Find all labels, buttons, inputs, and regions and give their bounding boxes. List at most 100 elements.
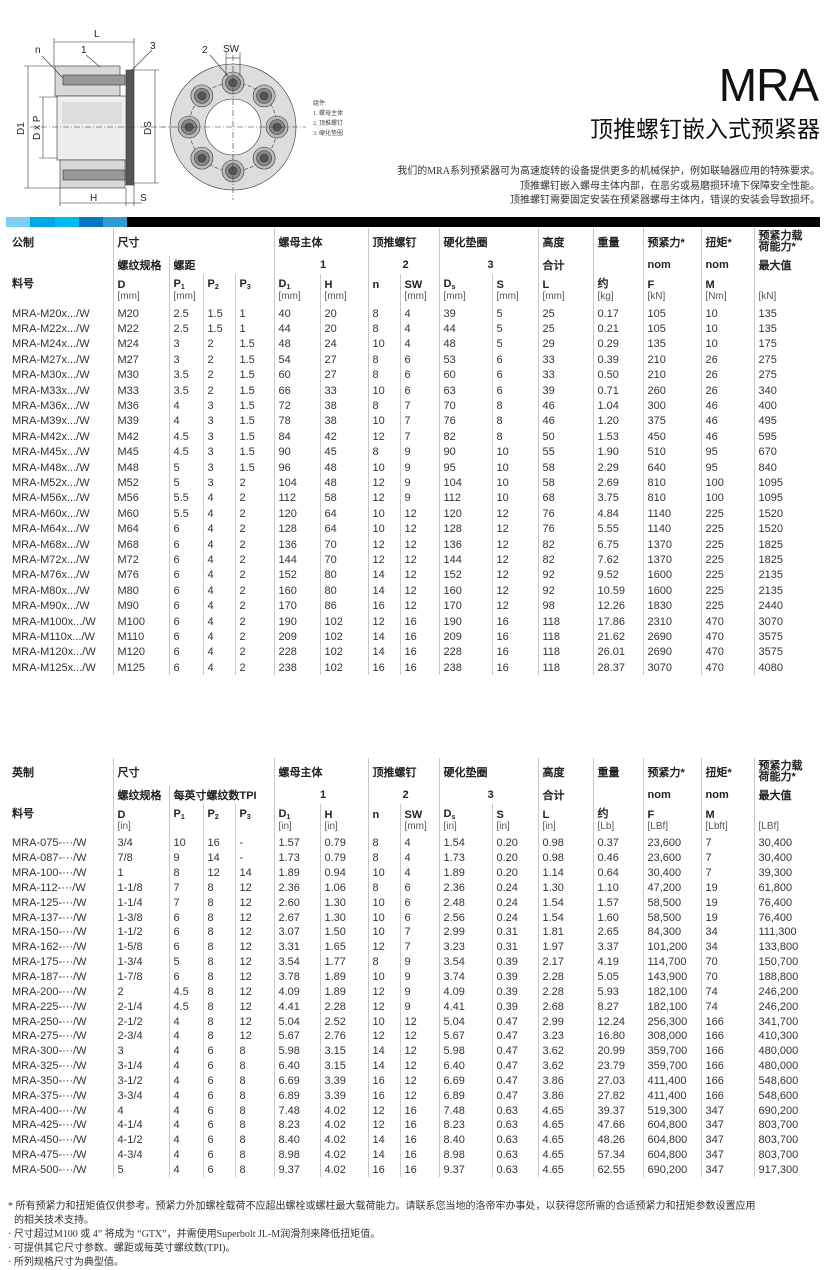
table-cell: M48: [112, 459, 169, 476]
table-cell: 12: [234, 1014, 274, 1029]
part-number: MRA-M42x.../W: [12, 430, 90, 443]
symbol: SW: [404, 279, 423, 291]
table-cell: 166: [700, 1014, 754, 1029]
table-cell: 50: [537, 429, 593, 445]
table-cell: 12: [367, 429, 400, 445]
table-cell: 548,600: [753, 1073, 820, 1089]
table-cell: 0.39: [491, 999, 538, 1015]
table-cell: 4-3/4: [112, 1147, 169, 1163]
column-symbol: F: [642, 804, 701, 821]
table-cell: 4: [202, 659, 235, 676]
table-cell: 2.69: [592, 475, 643, 491]
table-cell: 4: [399, 336, 439, 353]
symbol: P: [173, 808, 181, 820]
table-cell: 6.69: [438, 1073, 492, 1089]
table-cell: 1.30: [319, 910, 368, 926]
table-cell: 1830: [642, 598, 701, 614]
table-cell: 0.47: [491, 1058, 538, 1074]
table-cell: 810: [642, 490, 701, 507]
table-cell: 3/4: [112, 836, 169, 851]
label-3: 3: [150, 41, 156, 52]
table-cell: 46: [700, 429, 754, 445]
table-cell: 1.30: [319, 895, 368, 911]
table-cell: M110: [112, 629, 169, 645]
column-unit: [mm]: [537, 291, 593, 306]
table-cell: 6: [399, 895, 439, 911]
table-cell: 64: [319, 521, 368, 537]
table-cell: 2.56: [438, 910, 492, 926]
table-cell: 0.71: [592, 382, 643, 399]
table-cell: 480,000: [753, 1058, 820, 1074]
table-cell: 4: [202, 490, 235, 507]
table-cell: 25: [537, 321, 593, 337]
table-cell: 6.69: [273, 1073, 320, 1089]
table-row: MRA-137-···/W 1-3/8 6 8 12 2.67 1.30 10 6 2.56 0.2…: [8, 910, 820, 926]
column-symbol: D1: [273, 274, 320, 291]
table-cell: 1.54: [537, 910, 593, 926]
table-cell: 10: [367, 521, 400, 537]
table-cell: 57.34: [592, 1147, 643, 1163]
table-cell: 803,700: [753, 1118, 820, 1133]
preload-sub: nom: [642, 256, 701, 274]
table-cell: 4.65: [537, 1103, 593, 1119]
table-cell: 40: [273, 306, 320, 322]
part-number: MRA-112-···/W: [12, 881, 86, 894]
table-cell: 803,700: [753, 1132, 820, 1148]
table-cell: 5.98: [273, 1043, 320, 1059]
description-line: 顶推螺钉需要固定安装在预紧器螺母主体内，错误的安装会导致损坏。: [510, 195, 820, 206]
table-cell: 12: [234, 910, 274, 926]
table-cell: 12: [399, 521, 439, 537]
table-cell: 359,700: [642, 1043, 701, 1059]
mra-technical-drawing: L n 1 3 2 SW H S D1 D x P DS 组件: 1. 螺母主体…: [16, 29, 343, 206]
table-cell: 2.99: [438, 925, 492, 940]
part-number: MRA-M39x.../W: [12, 415, 90, 428]
table-cell: 6: [491, 367, 538, 383]
table-cell: 84,300: [642, 925, 701, 940]
table-cell: 150,700: [753, 954, 820, 970]
table-cell: 12: [234, 999, 274, 1015]
column-symbol: H: [319, 804, 368, 821]
table-cell: 170: [438, 598, 492, 614]
legend-item: 1. 螺母主体: [313, 109, 343, 117]
table-cell: 470: [700, 613, 754, 630]
table-cell: 70: [700, 969, 754, 985]
legend-item: 3. 硬化垫圈: [313, 129, 343, 137]
table-cell: 136: [438, 536, 492, 553]
table-cell: 7: [700, 836, 754, 851]
table-cell: 0.63: [491, 1162, 538, 1178]
table-cell: 42: [319, 429, 368, 445]
table-cell: 5: [168, 459, 203, 476]
table-cell: 9.37: [273, 1162, 320, 1178]
table-cell: 8: [234, 1132, 274, 1148]
table-cell: 64: [319, 506, 368, 522]
table-cell: 2440: [753, 598, 820, 614]
column-unit: [234, 291, 274, 306]
footnote: · 尺寸超过M100 或 4” 将成为 “GTX”，并需使用Superbolt …: [8, 1229, 381, 1240]
part-number: MRA-225-···/W: [12, 1000, 87, 1013]
table-cell: 90: [438, 444, 492, 460]
column-unit: [168, 821, 203, 836]
table-cell: 10: [168, 836, 203, 851]
table-cell: 30,400: [642, 865, 701, 881]
push-screw-icon: [259, 153, 269, 163]
table-cell: 3: [202, 429, 235, 445]
table-cell: 144: [273, 552, 320, 568]
symbol: P: [239, 808, 247, 820]
column-symbol: M: [700, 804, 754, 821]
table-cell: 6: [491, 352, 538, 368]
table-cell: 300: [642, 398, 701, 414]
table-cell: 225: [700, 506, 754, 522]
column-unit: [LBf]: [642, 821, 701, 836]
symbol: D: [278, 808, 287, 820]
part-number: MRA-M27x.../W: [12, 353, 90, 366]
table-cell: 4: [399, 321, 439, 337]
table-cell: 7: [700, 865, 754, 881]
table-cell: 4: [168, 1088, 203, 1104]
table-cell: M24: [112, 336, 169, 353]
column-unit: [mm]: [438, 291, 492, 306]
table-cell: 5.93: [592, 984, 643, 1000]
table-cell: 6: [202, 1088, 235, 1104]
column-unit: [mm]: [399, 291, 439, 306]
table-row: MRA-375-···/W 3-3/4 4 6 8 6.89 3.39 16 12 6.89 0.4…: [8, 1088, 820, 1104]
table-cell: M30: [112, 367, 169, 383]
